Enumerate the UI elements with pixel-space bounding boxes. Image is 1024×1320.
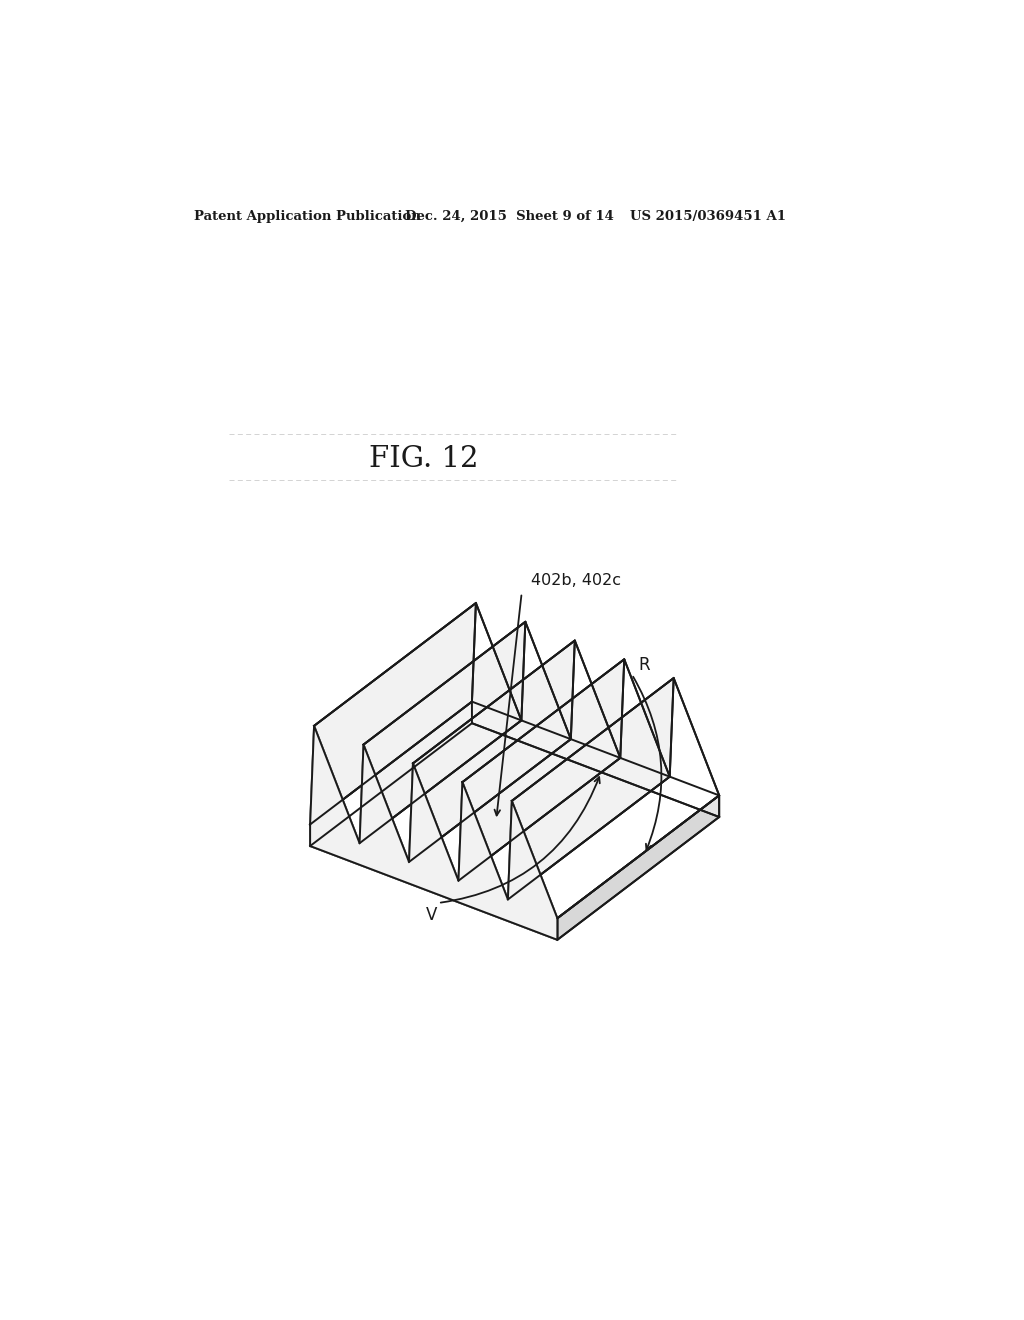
Polygon shape [364,622,570,862]
Text: US 2015/0369451 A1: US 2015/0369451 A1 [630,210,786,223]
Polygon shape [472,603,719,817]
Text: V: V [426,906,437,924]
Polygon shape [310,603,476,825]
Polygon shape [459,659,625,880]
Polygon shape [409,640,574,862]
Polygon shape [508,678,674,899]
Polygon shape [557,796,719,940]
Polygon shape [413,640,621,880]
Polygon shape [310,825,557,940]
Polygon shape [359,622,525,843]
Text: 402b, 402c: 402b, 402c [531,573,621,587]
Text: FIG. 12: FIG. 12 [370,445,479,473]
Polygon shape [310,702,719,919]
Polygon shape [314,603,521,843]
Text: Dec. 24, 2015  Sheet 9 of 14: Dec. 24, 2015 Sheet 9 of 14 [406,210,614,223]
Text: Patent Application Publication: Patent Application Publication [194,210,421,223]
Polygon shape [512,678,719,919]
Polygon shape [463,659,670,899]
Polygon shape [310,726,557,940]
Text: R: R [638,656,649,675]
